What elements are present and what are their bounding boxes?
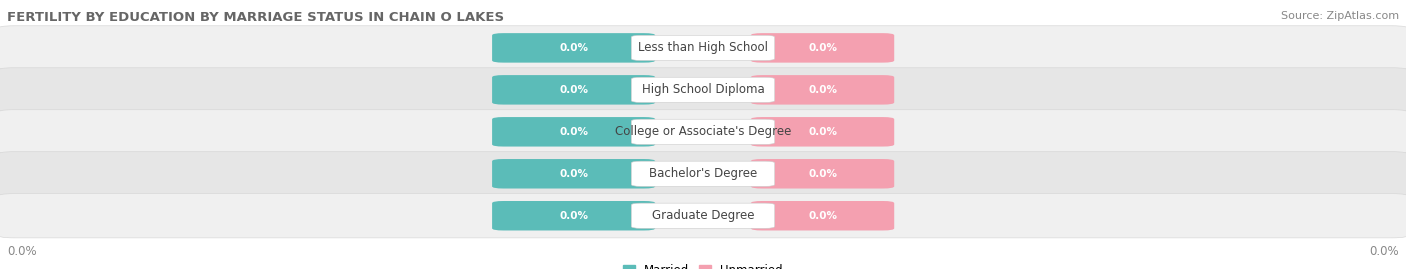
FancyBboxPatch shape <box>631 35 775 61</box>
Text: 0.0%: 0.0% <box>560 169 588 179</box>
FancyBboxPatch shape <box>492 201 655 231</box>
Text: 0.0%: 0.0% <box>560 211 588 221</box>
FancyBboxPatch shape <box>631 203 775 228</box>
Text: Source: ZipAtlas.com: Source: ZipAtlas.com <box>1281 11 1399 21</box>
FancyBboxPatch shape <box>751 75 894 105</box>
Text: 0.0%: 0.0% <box>808 85 837 95</box>
Text: Graduate Degree: Graduate Degree <box>652 209 754 222</box>
Text: 0.0%: 0.0% <box>808 169 837 179</box>
Text: Less than High School: Less than High School <box>638 41 768 54</box>
FancyBboxPatch shape <box>0 152 1406 196</box>
FancyBboxPatch shape <box>631 161 775 186</box>
FancyBboxPatch shape <box>492 117 655 147</box>
Text: 0.0%: 0.0% <box>808 211 837 221</box>
FancyBboxPatch shape <box>492 33 655 63</box>
FancyBboxPatch shape <box>0 194 1406 238</box>
FancyBboxPatch shape <box>0 68 1406 112</box>
Text: Bachelor's Degree: Bachelor's Degree <box>650 167 756 180</box>
Text: 0.0%: 0.0% <box>560 85 588 95</box>
Text: 0.0%: 0.0% <box>560 127 588 137</box>
FancyBboxPatch shape <box>492 75 655 105</box>
Text: 0.0%: 0.0% <box>560 43 588 53</box>
Legend: Married, Unmarried: Married, Unmarried <box>623 264 783 269</box>
FancyBboxPatch shape <box>751 201 894 231</box>
FancyBboxPatch shape <box>631 77 775 102</box>
FancyBboxPatch shape <box>0 110 1406 154</box>
FancyBboxPatch shape <box>751 159 894 189</box>
Text: 0.0%: 0.0% <box>808 43 837 53</box>
FancyBboxPatch shape <box>0 26 1406 70</box>
Text: 0.0%: 0.0% <box>1369 245 1399 258</box>
Text: 0.0%: 0.0% <box>808 127 837 137</box>
FancyBboxPatch shape <box>751 33 894 63</box>
Text: 0.0%: 0.0% <box>7 245 37 258</box>
FancyBboxPatch shape <box>631 119 775 144</box>
Text: FERTILITY BY EDUCATION BY MARRIAGE STATUS IN CHAIN O LAKES: FERTILITY BY EDUCATION BY MARRIAGE STATU… <box>7 11 505 24</box>
FancyBboxPatch shape <box>751 117 894 147</box>
FancyBboxPatch shape <box>492 159 655 189</box>
Text: College or Associate's Degree: College or Associate's Degree <box>614 125 792 138</box>
Text: High School Diploma: High School Diploma <box>641 83 765 96</box>
